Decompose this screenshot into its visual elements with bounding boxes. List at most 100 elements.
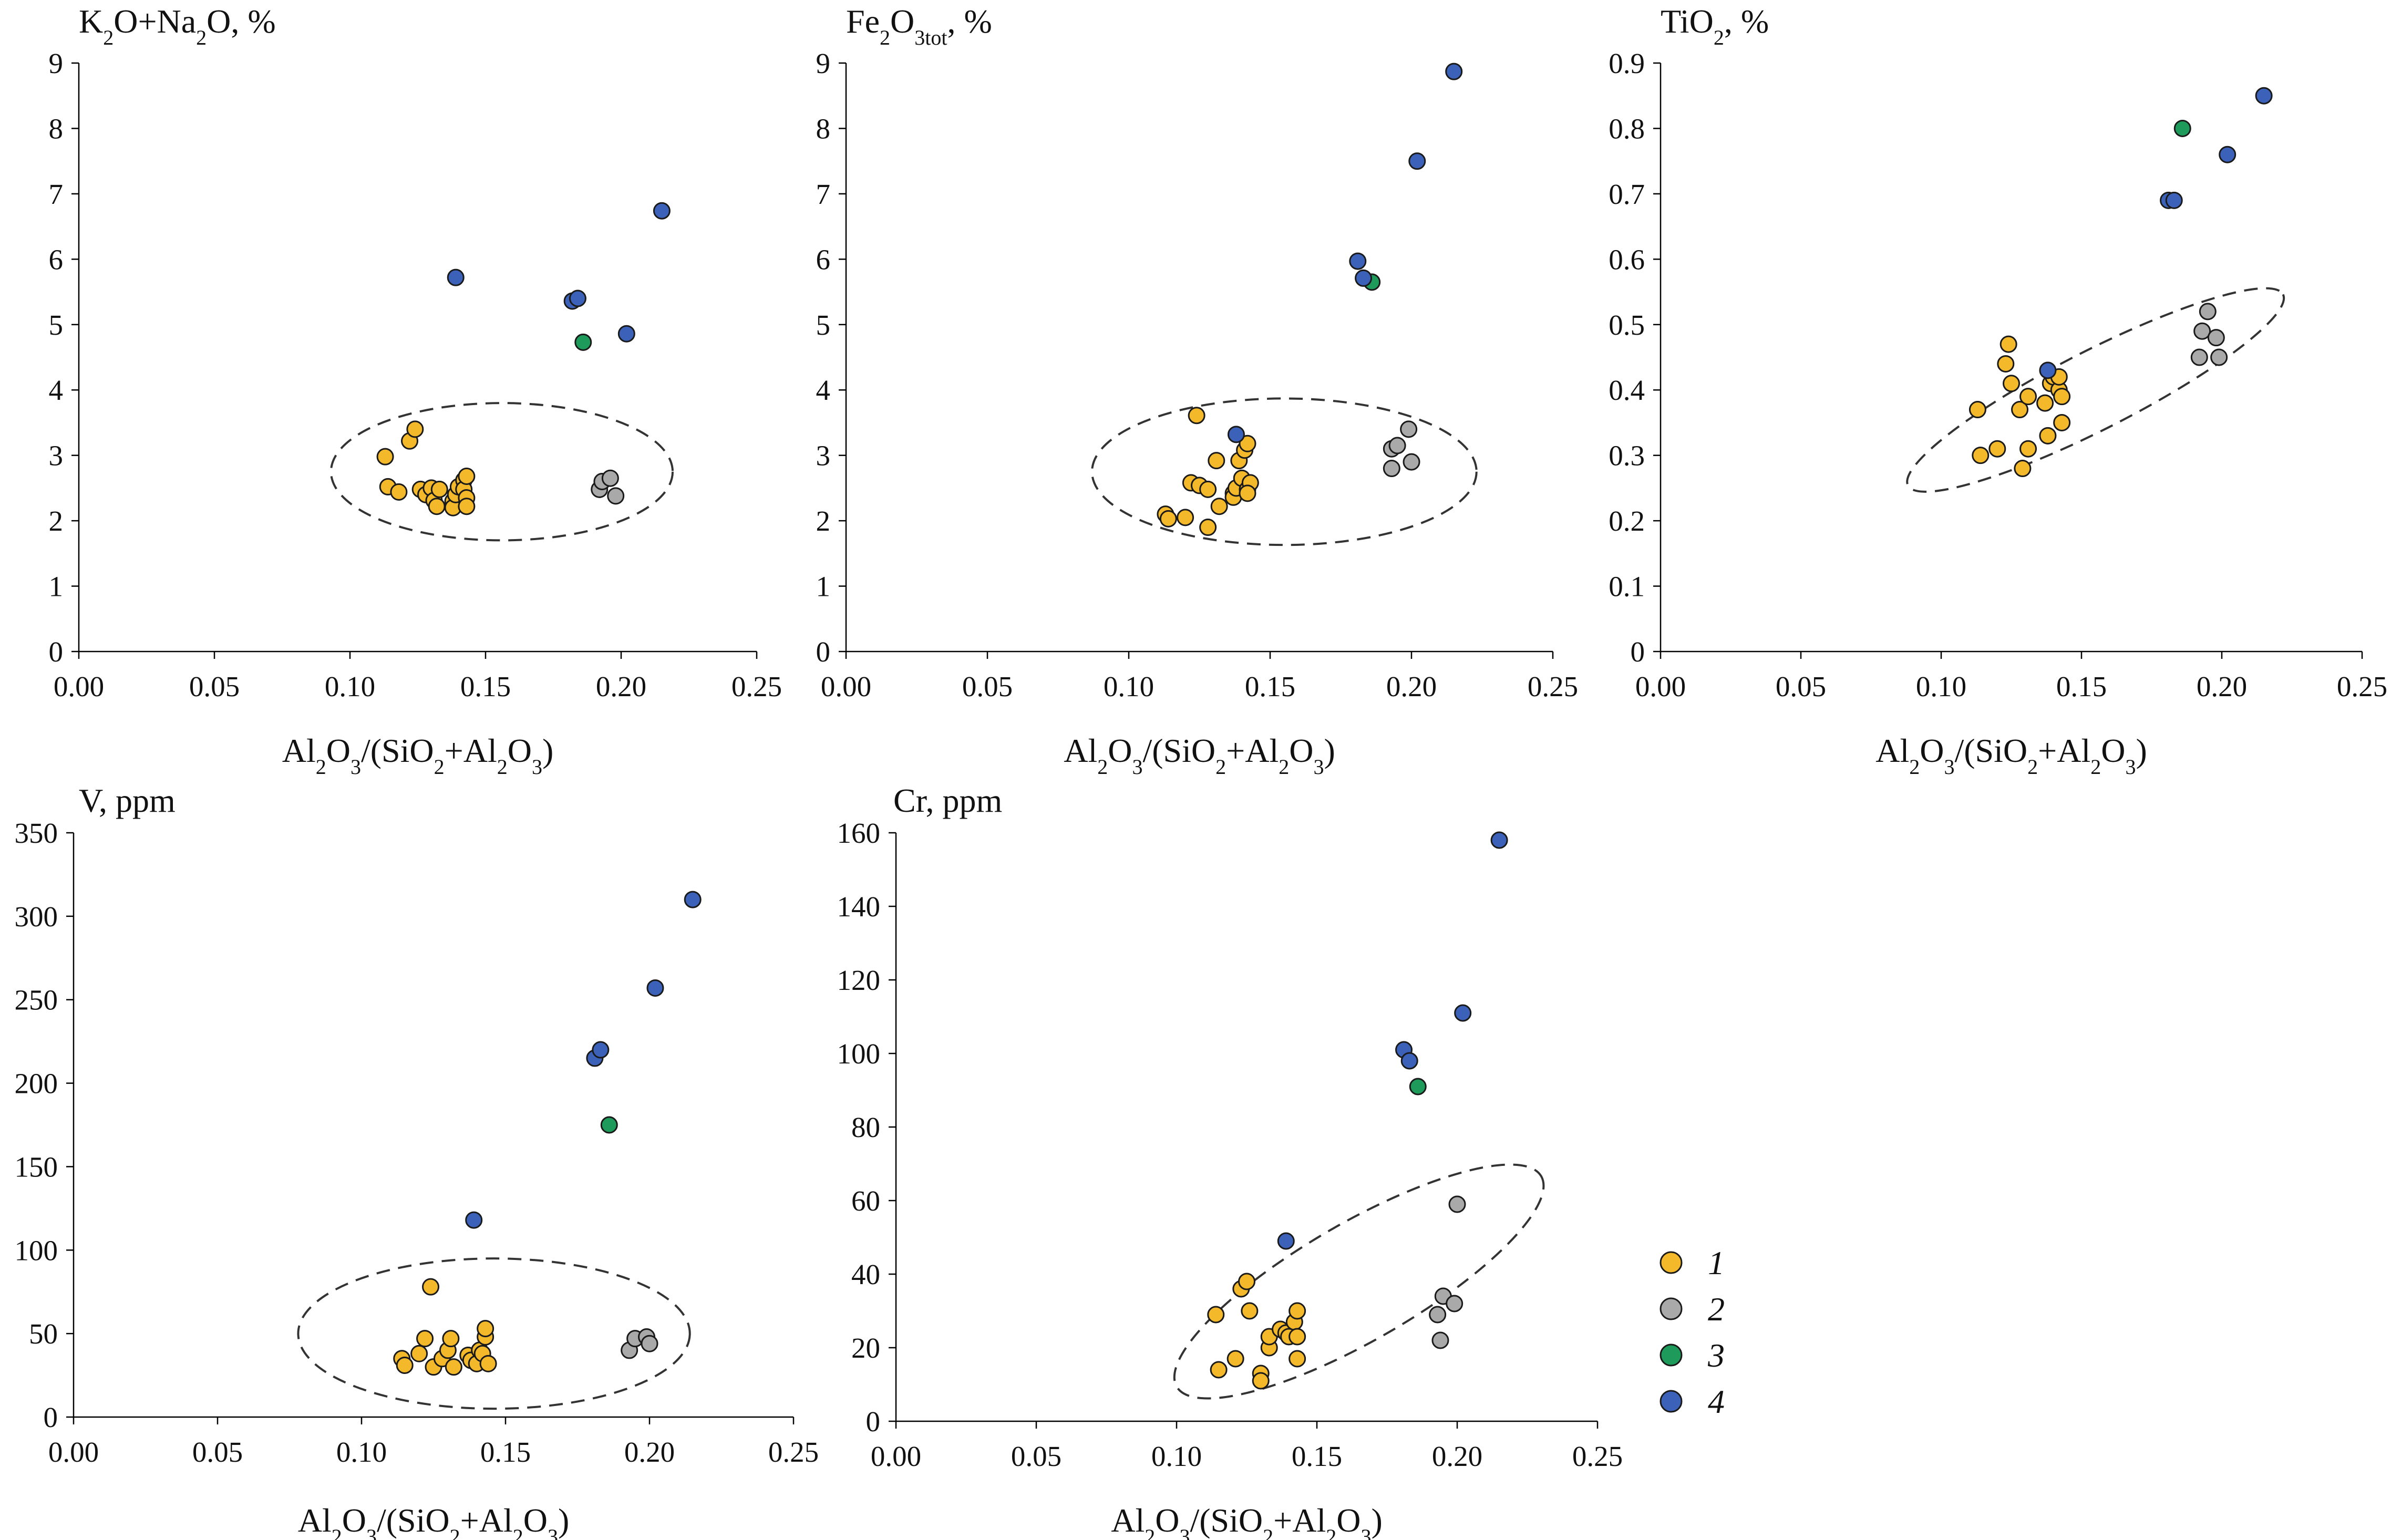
data-point bbox=[2190, 348, 2208, 366]
y-tick-label: 2 bbox=[49, 505, 64, 537]
data-point bbox=[1289, 1350, 1306, 1368]
x-tick-label: 0.25 bbox=[731, 670, 782, 702]
y-axis-title: Fe2O3tot, % bbox=[846, 3, 992, 49]
y-tick-label: 0.6 bbox=[1609, 243, 1645, 275]
y-tick-label: 150 bbox=[15, 1151, 58, 1183]
data-point bbox=[646, 979, 664, 997]
y-tick-label: 0 bbox=[49, 636, 64, 668]
series-1 bbox=[376, 420, 476, 516]
y-tick-label: 0.8 bbox=[1609, 112, 1645, 144]
data-point bbox=[592, 1041, 610, 1059]
x-tick-label: 0.10 bbox=[336, 1436, 387, 1468]
y-tick-label: 80 bbox=[851, 1111, 880, 1143]
data-point bbox=[1355, 269, 1373, 287]
y-tick-label: 0.9 bbox=[1609, 47, 1645, 79]
field-ellipse bbox=[1906, 287, 2285, 493]
legend-marker-4 bbox=[1660, 1390, 1683, 1413]
data-point bbox=[1208, 452, 1225, 470]
data-point bbox=[1277, 1232, 1295, 1250]
x-tick-label: 0.25 bbox=[2337, 670, 2387, 702]
series-1 bbox=[1207, 1273, 1306, 1390]
chart-panel-3: 0 0.1 0.2 0.3 0.4 0.5 0.6 0.7 0.8 0.9 0.00 0.05 0.10… bbox=[1609, 3, 2387, 779]
field-ellipse bbox=[1091, 397, 1478, 546]
x-tick-label: 0.05 bbox=[962, 670, 1013, 702]
data-point bbox=[1239, 435, 1256, 452]
data-point bbox=[1227, 426, 1245, 443]
data-point bbox=[2039, 427, 2057, 445]
y-tick-label: 8 bbox=[49, 112, 64, 144]
series-2 bbox=[1429, 1195, 1466, 1349]
x-tick-label: 0.15 bbox=[480, 1436, 531, 1468]
x-axis-title: Al2O3/(SiO2+Al2O3) bbox=[1111, 1502, 1383, 1540]
series-3 bbox=[1409, 1078, 1427, 1095]
x-tick-label: 0.05 bbox=[1011, 1440, 1061, 1472]
legend-label-4: 4 bbox=[1708, 1383, 1725, 1420]
x-tick-label: 0.00 bbox=[821, 670, 871, 702]
data-point bbox=[428, 498, 446, 515]
y-tick-label: 0.2 bbox=[1609, 505, 1645, 537]
y-tick-label: 120 bbox=[837, 964, 881, 996]
x-tick-label: 0.00 bbox=[48, 1436, 99, 1468]
x-tick-label: 0.15 bbox=[1245, 670, 1295, 702]
y-tick-label: 6 bbox=[816, 243, 831, 275]
y-tick-label: 0 bbox=[816, 636, 831, 668]
y-tick-label: 50 bbox=[29, 1318, 58, 1350]
x-tick-label: 0.20 bbox=[596, 670, 646, 702]
data-point bbox=[1431, 1331, 1449, 1349]
x-tick-label: 0.00 bbox=[1635, 670, 1686, 702]
x-axis-title: Al2O3/(SiO2+Al2O3) bbox=[282, 732, 554, 779]
data-point bbox=[574, 333, 592, 351]
series-2 bbox=[591, 469, 625, 505]
x-tick-label: 0.25 bbox=[1572, 1440, 1623, 1472]
series-2 bbox=[621, 1328, 658, 1359]
series-3 bbox=[2173, 119, 2191, 137]
y-tick-label: 350 bbox=[15, 817, 58, 849]
data-point bbox=[1972, 447, 1990, 464]
data-point bbox=[1969, 401, 1986, 419]
data-point bbox=[1252, 1372, 1270, 1390]
x-tick-label: 0.20 bbox=[2197, 670, 2247, 702]
chart-panel-1: 0 1 2 3 4 5 6 7 8 9 0.00 0.05 0.10 0.15 0.20 0.25 K2O+Na… bbox=[49, 3, 782, 779]
data-point bbox=[1241, 1302, 1259, 1320]
data-point bbox=[1199, 480, 1217, 498]
data-point bbox=[1289, 1302, 1306, 1320]
data-point bbox=[607, 487, 625, 505]
data-point bbox=[1349, 252, 1367, 270]
x-tick-label: 0.10 bbox=[1104, 670, 1154, 702]
data-point bbox=[416, 1330, 434, 1348]
chart-panel-5: 0 20 40 60 80 100 120 140 160 0.00 0.05 0.10 0.15 0.2… bbox=[837, 782, 1623, 1540]
data-point bbox=[1408, 152, 1426, 170]
series-4 bbox=[447, 202, 671, 343]
y-tick-label: 1 bbox=[816, 571, 831, 603]
data-point bbox=[2000, 335, 2017, 353]
legend-marker-3 bbox=[1660, 1343, 1683, 1367]
data-point bbox=[2053, 414, 2071, 431]
series-4 bbox=[465, 891, 702, 1229]
data-point bbox=[2173, 119, 2191, 137]
y-tick-label: 4 bbox=[49, 374, 64, 406]
data-point bbox=[458, 467, 476, 485]
legend: 1 2 3 4 bbox=[1660, 1244, 1725, 1420]
legend-label-2: 2 bbox=[1708, 1290, 1725, 1328]
data-point bbox=[2011, 401, 2029, 419]
y-tick-label: 0.1 bbox=[1609, 571, 1645, 603]
field-ellipse bbox=[1173, 1163, 1545, 1400]
data-point bbox=[2053, 388, 2071, 406]
x-tick-label: 0.20 bbox=[1386, 670, 1437, 702]
y-tick-label: 4 bbox=[816, 374, 831, 406]
data-point bbox=[1429, 1306, 1447, 1324]
data-point bbox=[1409, 1078, 1427, 1095]
y-tick-label: 250 bbox=[15, 984, 58, 1016]
data-point bbox=[465, 1211, 483, 1229]
data-point bbox=[1207, 1306, 1225, 1324]
data-point bbox=[1490, 831, 1508, 849]
legend-marker-2 bbox=[1660, 1297, 1683, 1320]
data-point bbox=[600, 1116, 618, 1134]
data-point bbox=[390, 483, 408, 501]
data-point bbox=[1227, 1350, 1244, 1368]
data-point bbox=[1188, 407, 1205, 425]
y-tick-label: 7 bbox=[49, 178, 64, 210]
x-tick-label: 0.25 bbox=[768, 1436, 819, 1468]
y-axis-title: Cr, ppm bbox=[893, 782, 1002, 819]
